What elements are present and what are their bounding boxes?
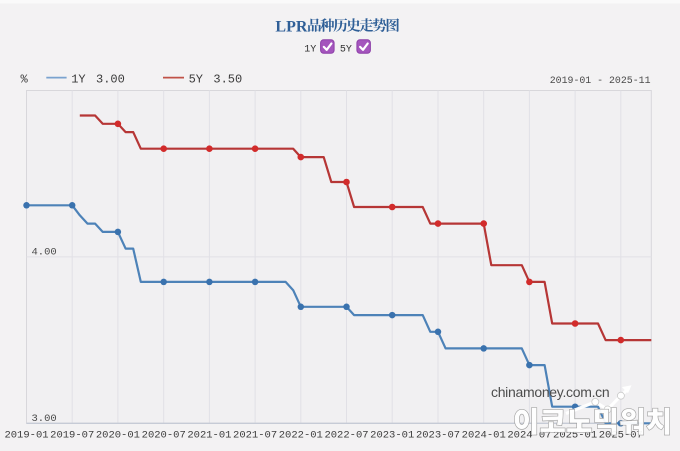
svg-text:2019-07: 2019-07: [50, 430, 94, 442]
svg-text:LPR: LPR: [275, 18, 307, 35]
svg-text:3.00: 3.00: [32, 413, 57, 425]
svg-text:2025-01: 2025-01: [553, 430, 597, 442]
svg-text:2021-07: 2021-07: [233, 430, 277, 442]
svg-text:2019-01: 2019-01: [4, 430, 48, 442]
svg-text:3.00: 3.00: [96, 72, 125, 86]
svg-text:%: %: [21, 72, 29, 86]
svg-text:chinamoney.com.cn: chinamoney.com.cn: [491, 384, 609, 400]
svg-text:2022-01: 2022-01: [279, 430, 323, 442]
svg-text:2024-01: 2024-01: [462, 430, 506, 442]
svg-text:2024-07: 2024-07: [507, 430, 551, 442]
svg-text:5Y: 5Y: [340, 45, 352, 56]
svg-text:2020-07: 2020-07: [142, 430, 186, 442]
svg-text:2023-01: 2023-01: [370, 430, 414, 442]
svg-text:2019-01 - 2025-11: 2019-01 - 2025-11: [550, 75, 651, 86]
svg-text:2025-07: 2025-07: [599, 430, 643, 442]
svg-text:5Y: 5Y: [189, 72, 203, 86]
svg-text:4.00: 4.00: [32, 246, 57, 258]
svg-text:1Y: 1Y: [304, 45, 316, 56]
svg-text:2023-07: 2023-07: [416, 430, 460, 442]
svg-text:2021-01: 2021-01: [187, 430, 231, 442]
svg-text:3.50: 3.50: [213, 72, 242, 86]
svg-text:2020-01: 2020-01: [96, 430, 140, 442]
svg-text:2022-07: 2022-07: [324, 430, 368, 442]
svg-text:1Y: 1Y: [71, 72, 85, 86]
